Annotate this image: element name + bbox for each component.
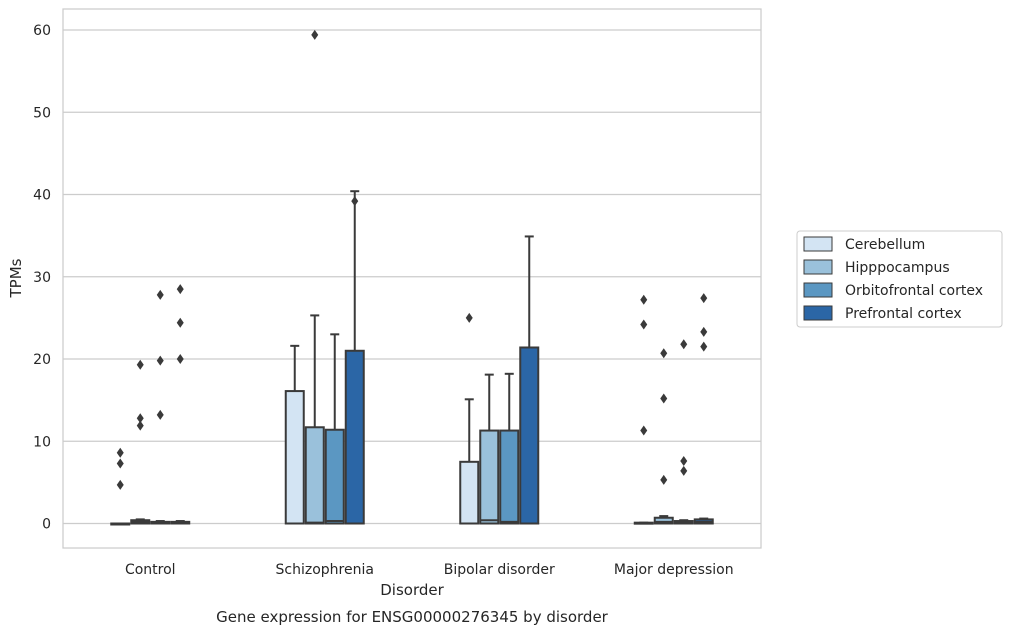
outlier-point [660,474,668,485]
outlier-point [176,354,184,364]
legend-swatch [803,305,833,321]
outlier-point [660,393,668,404]
legend-label: Orbitofrontal cortex [845,283,983,299]
chart-caption: Gene expression for ENSG00000276345 by d… [216,608,609,626]
box-3-1 [344,190,365,525]
legend-label: Hipppocampus [845,260,950,276]
x-tick-label: Control [125,562,176,578]
box-0-1 [284,344,305,525]
outlier-point [136,359,144,370]
y-tick-label: 60 [33,23,51,39]
legend-label: Cerebellum [845,237,925,253]
y-tick-label: 50 [33,105,51,121]
outlier-point [680,455,688,466]
box-0-0 [110,447,131,526]
outlier-point [136,420,144,431]
legend-frame [796,230,1003,328]
grid-lines [63,29,761,525]
y-tick-label: 10 [33,434,51,450]
box-iqr [284,390,305,525]
outlier-point [116,458,124,469]
box-iqr [519,346,540,525]
y-tick-label: 0 [42,517,51,533]
legend-swatch [803,236,833,252]
y-axis-ticks: 0 10 20 30 40 50 60 [33,23,51,533]
x-tick-label: Schizophrenia [276,562,374,578]
outlier-point [700,293,708,304]
outlier-point [176,317,184,328]
outlier-point [640,294,648,305]
box-iqr [499,429,520,525]
legend-swatch [803,282,833,298]
outlier-point [156,409,164,420]
box-iqr [324,428,345,525]
box-iqr [304,426,325,525]
outlier-point [680,339,688,350]
box-0-3 [633,294,654,525]
legend: Cerebellum Hipppocampus Orbitofrontal cort… [796,230,1003,328]
legend-swatch [803,259,833,275]
outlier-point [176,284,184,295]
outlier-point [640,425,648,436]
plot-frame [62,8,762,549]
box-2-3 [673,339,694,525]
x-axis-ticks: Control Schizophrenia Bipolar disorder Majo… [125,562,734,578]
box-3-0 [170,284,191,525]
box-1-1 [304,29,325,525]
box-1-0 [130,359,151,525]
box-3-3 [693,293,714,525]
outlier-point [700,326,708,337]
box-2-2 [499,372,520,525]
box-iqr [653,516,674,525]
y-tick-label: 30 [33,270,51,286]
x-axis-title: Disorder [380,581,444,599]
outlier-point [116,479,124,490]
box-iqr [479,429,500,525]
box-iqr [344,349,365,525]
outlier-point [116,447,124,458]
box-2-1 [324,333,345,525]
box-0-2 [459,312,480,525]
legend-label: Prefrontal cortex [845,306,962,322]
box-3-2 [519,235,540,525]
plot-area [110,29,714,526]
outlier-point [156,355,164,366]
outlier-point [136,413,144,424]
box-1-3 [653,348,674,525]
outlier-point [680,465,688,476]
x-tick-label: Bipolar disorder [444,562,555,578]
outlier-point [640,319,648,330]
x-tick-label: Major depression [614,562,734,578]
outlier-point [660,348,668,359]
y-tick-label: 20 [33,352,51,368]
outlier-point [156,289,164,300]
outlier-point [465,312,473,323]
box-1-2 [479,373,500,525]
outlier-point [700,341,708,352]
outlier-point [311,29,319,40]
outlier-point [351,196,359,207]
box-2-0 [150,289,171,525]
box-iqr [459,460,480,525]
y-axis-title: TPMs [7,258,25,298]
y-tick-label: 40 [33,188,51,204]
